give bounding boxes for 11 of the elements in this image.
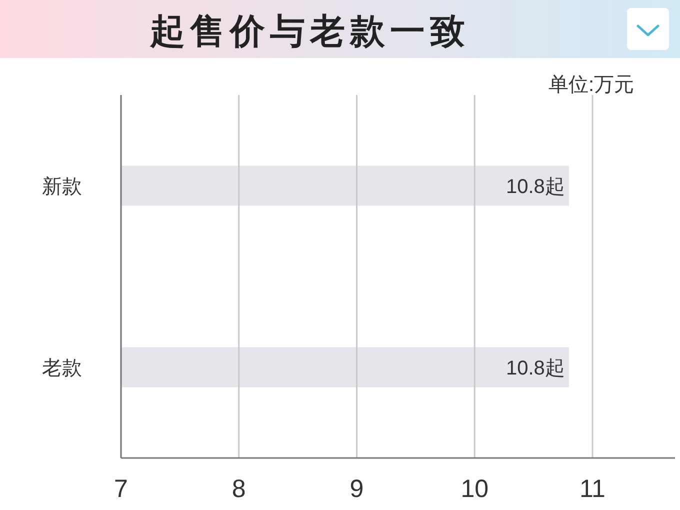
x-tick-label: 10	[460, 475, 489, 503]
x-tick-label: 11	[580, 475, 606, 503]
x-tick-label: 7	[114, 475, 128, 503]
category-label: 新款	[42, 176, 82, 198]
category-label: 老款	[42, 357, 82, 380]
title: 起售价与老款一致	[150, 12, 470, 51]
value-label: 10.8起	[506, 176, 565, 198]
value-label: 10.8起	[506, 357, 565, 380]
x-tick-label: 9	[350, 475, 364, 503]
x-tick-label: 8	[232, 475, 246, 503]
annotation: 单位:万元	[548, 74, 634, 96]
